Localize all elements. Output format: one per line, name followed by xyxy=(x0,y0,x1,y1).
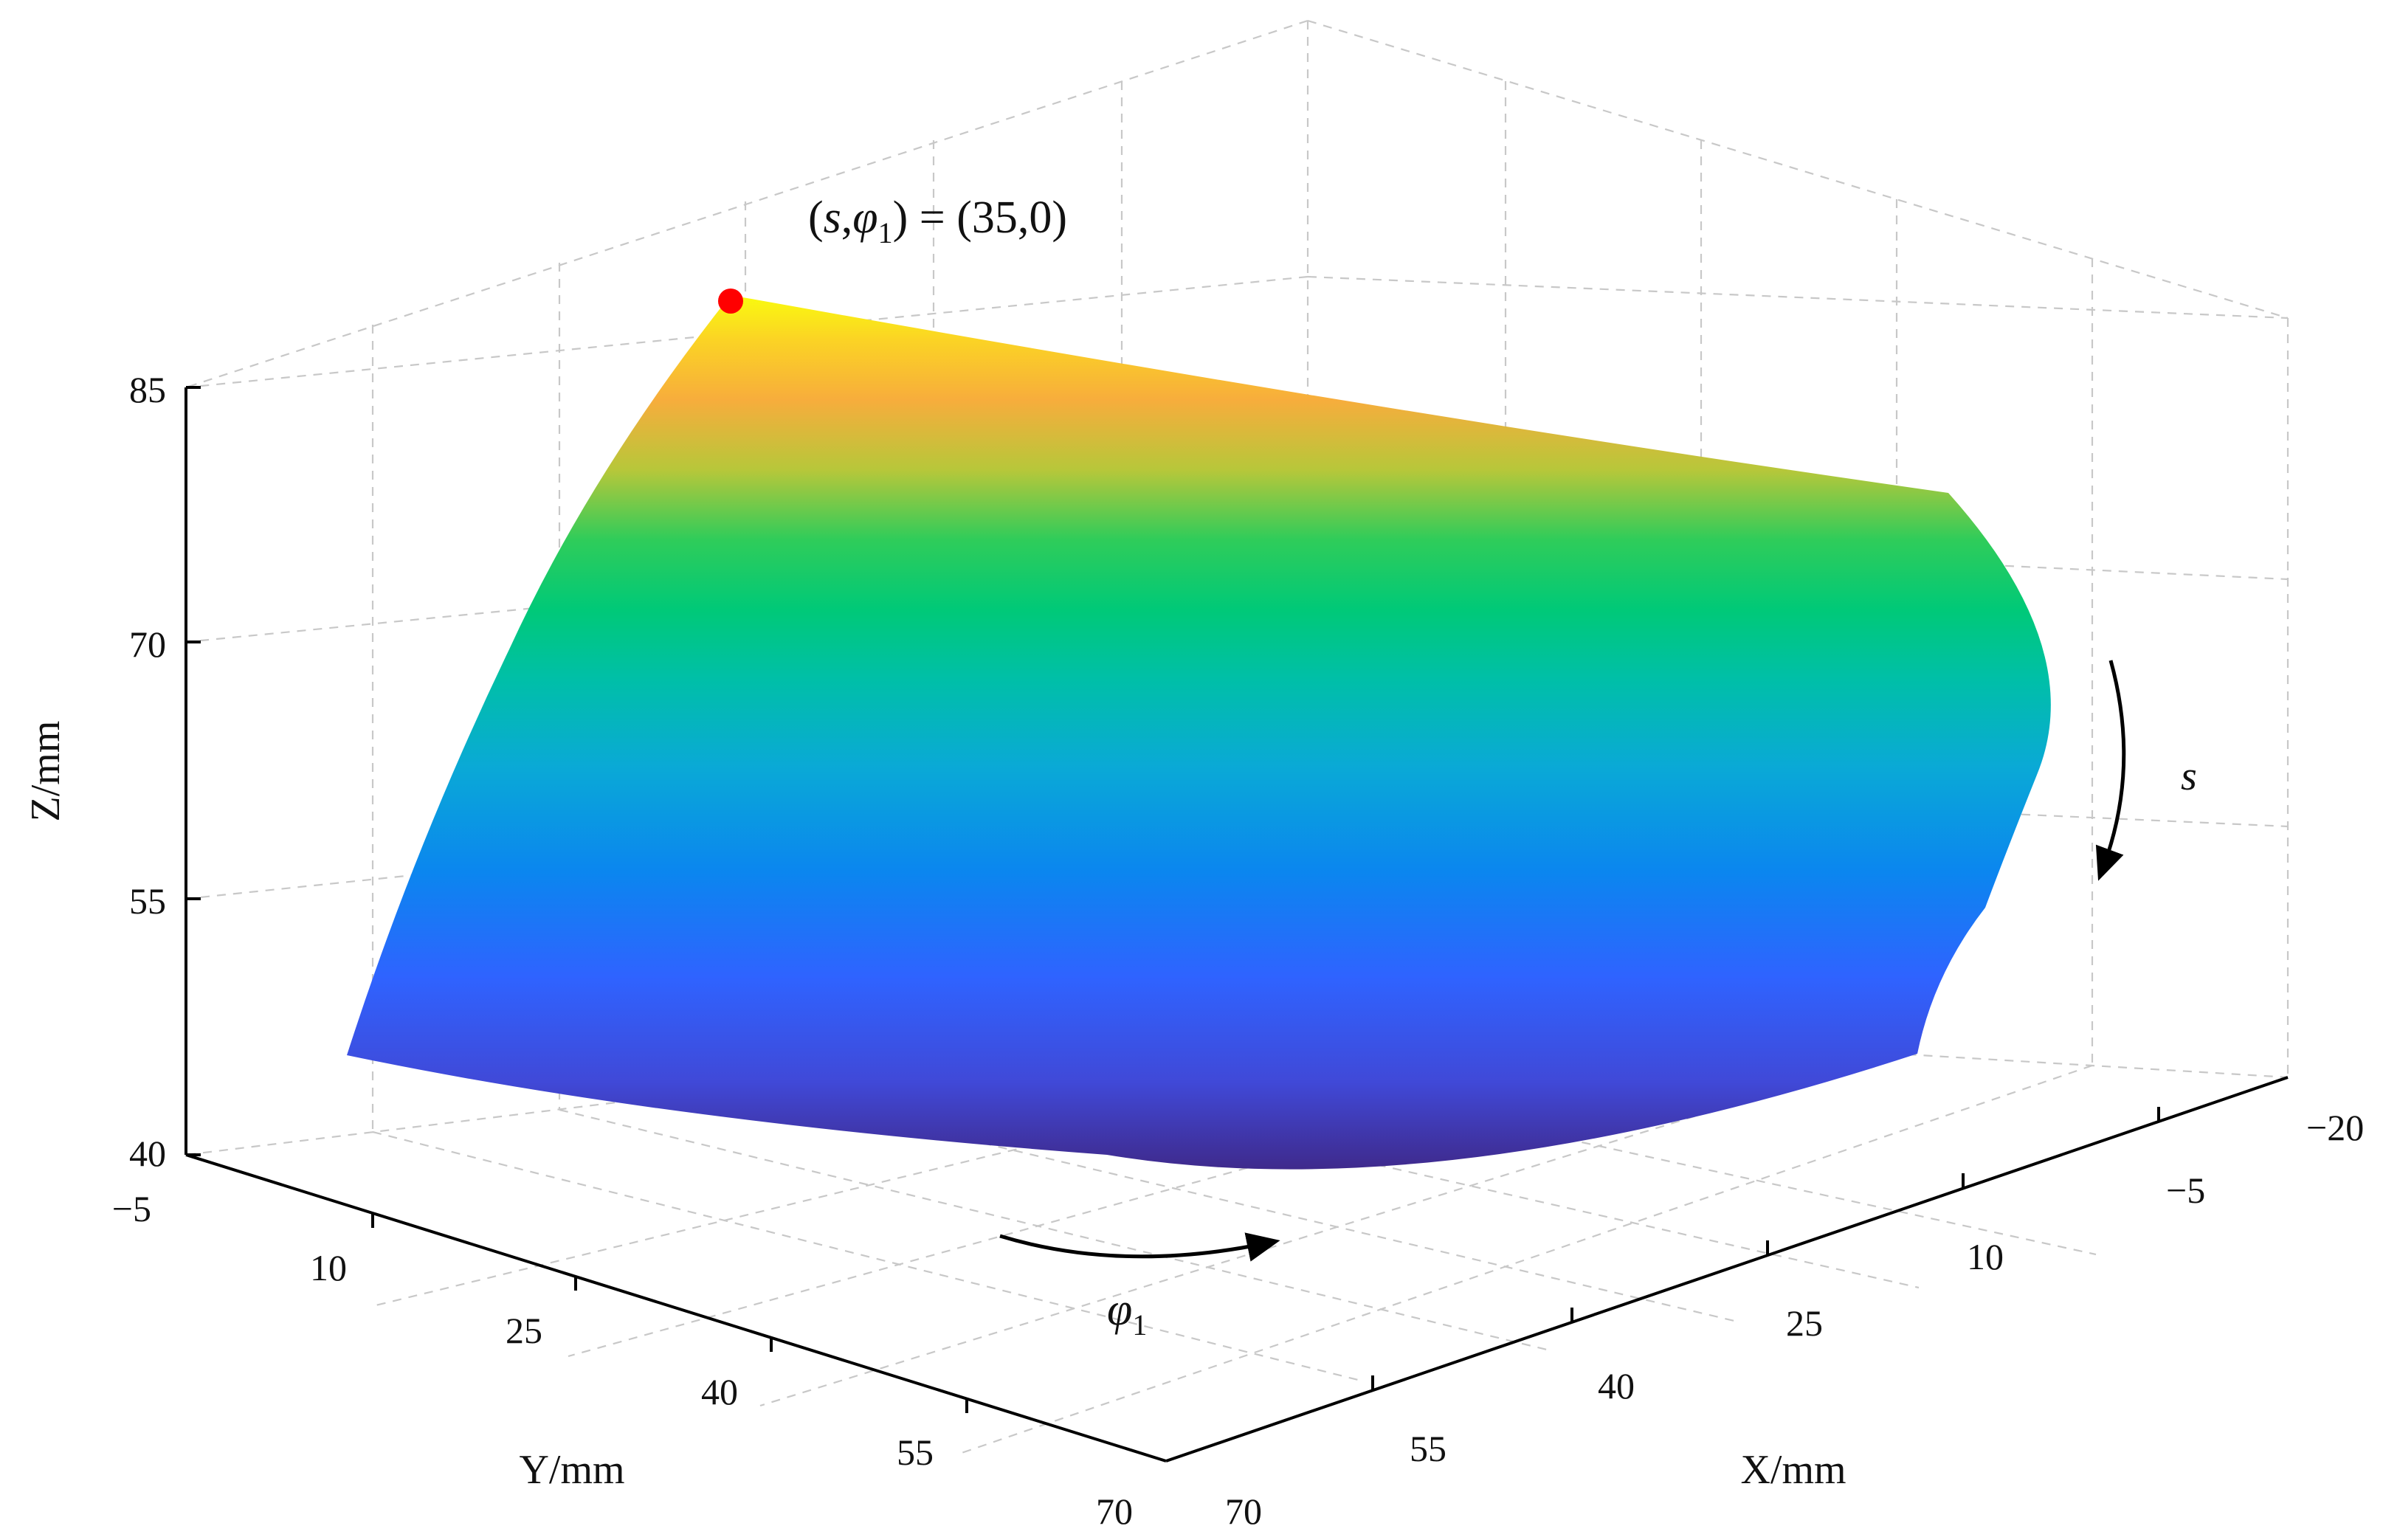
s-direction-arrow: s xyxy=(2095,660,2197,881)
highlight-point-label: (s,φ1) = (35,0) xyxy=(808,193,1067,249)
y-tick-label: −5 xyxy=(112,1188,151,1229)
axes xyxy=(185,387,2289,1463)
surface xyxy=(347,295,2051,1170)
z-axis-ticks: 85 70 55 40 xyxy=(129,369,201,1174)
y-axis-label: Y/mm xyxy=(519,1447,624,1493)
y-tick-label: 25 xyxy=(506,1310,542,1351)
s-arrow-label: s xyxy=(2181,753,2197,799)
z-axis-label: Z/mm xyxy=(23,721,69,822)
y-tick-label: 40 xyxy=(701,1371,738,1412)
z-tick-label: 85 xyxy=(129,369,166,410)
x-tick-label: 10 xyxy=(1967,1236,2004,1277)
x-tick-label: 70 xyxy=(1225,1491,1262,1532)
x-axis-label: X/mm xyxy=(1740,1447,1846,1493)
y-tick-label: 55 xyxy=(897,1432,934,1473)
x-tick-label: −5 xyxy=(2166,1170,2205,1211)
x-tick-label: 40 xyxy=(1598,1365,1635,1406)
y-tick-label: 70 xyxy=(1096,1491,1133,1532)
x-tick-label: 25 xyxy=(1786,1302,1823,1344)
x-axis-ticks: 70 55 40 25 10 −5 −20 xyxy=(1225,1107,2364,1532)
phi-direction-arrow: φ1 xyxy=(999,1232,1280,1342)
z-tick-label: 40 xyxy=(129,1133,166,1174)
z-tick-label: 55 xyxy=(129,880,166,922)
surface-patch xyxy=(347,295,2051,1170)
y-axis-ticks: −5 10 25 40 55 70 xyxy=(112,1188,1133,1532)
x-tick-label: −20 xyxy=(2306,1107,2364,1148)
y-tick-label: 10 xyxy=(310,1247,347,1288)
z-tick-label: 70 xyxy=(129,624,166,665)
x-tick-label: 55 xyxy=(1410,1428,1446,1469)
highlight-point xyxy=(718,289,743,314)
phi-arrow-label: φ1 xyxy=(1107,1285,1147,1342)
